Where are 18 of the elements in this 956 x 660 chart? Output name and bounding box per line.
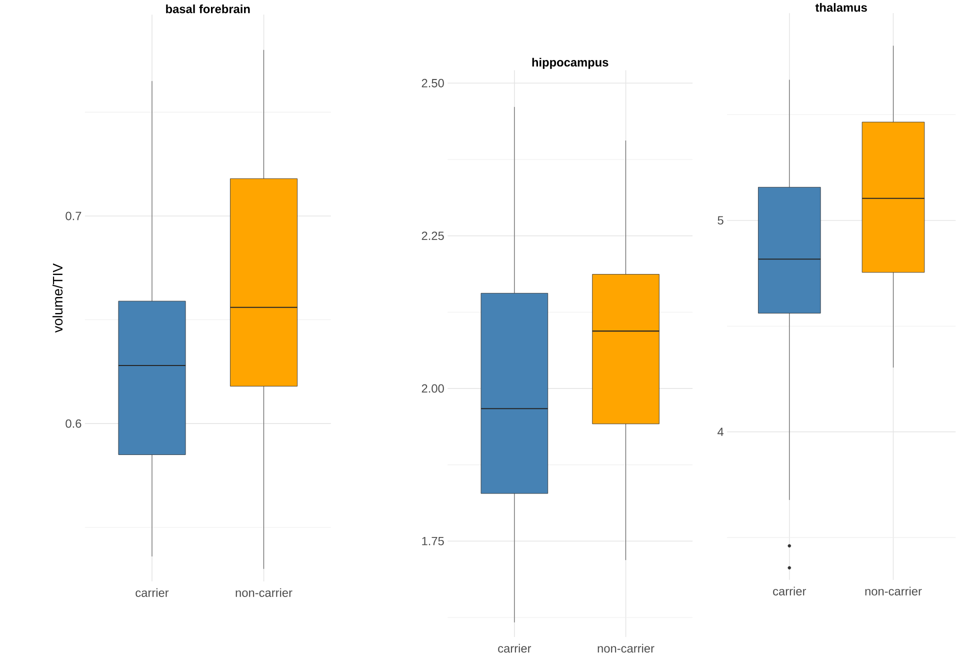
y-tick-label: 5 (718, 216, 724, 224)
y-axis-title: volume/TIV (52, 263, 63, 332)
y-tick-label: 2.50 (422, 78, 444, 88)
chart-title: thalamus (815, 2, 867, 12)
y-tick-label: 2.00 (422, 384, 444, 393)
x-tick-label: carrier (136, 588, 169, 597)
x-tick-label: non-carrier (598, 644, 654, 653)
x-tick-label: non-carrier (236, 588, 292, 597)
x-tick-label: non-carrier (865, 586, 922, 596)
chart-title: basal forebrain (166, 4, 250, 14)
x-tick-label: carrier (498, 644, 532, 653)
y-tick-label: 0.7 (66, 212, 82, 220)
x-tick-label: carrier (773, 586, 806, 596)
chart-title: hippocampus (532, 58, 608, 69)
y-tick-label: 0.6 (66, 419, 82, 428)
y-tick-label: 2.25 (422, 231, 444, 240)
y-tick-label: 1.75 (422, 536, 444, 546)
y-tick-label: 4 (718, 428, 724, 436)
